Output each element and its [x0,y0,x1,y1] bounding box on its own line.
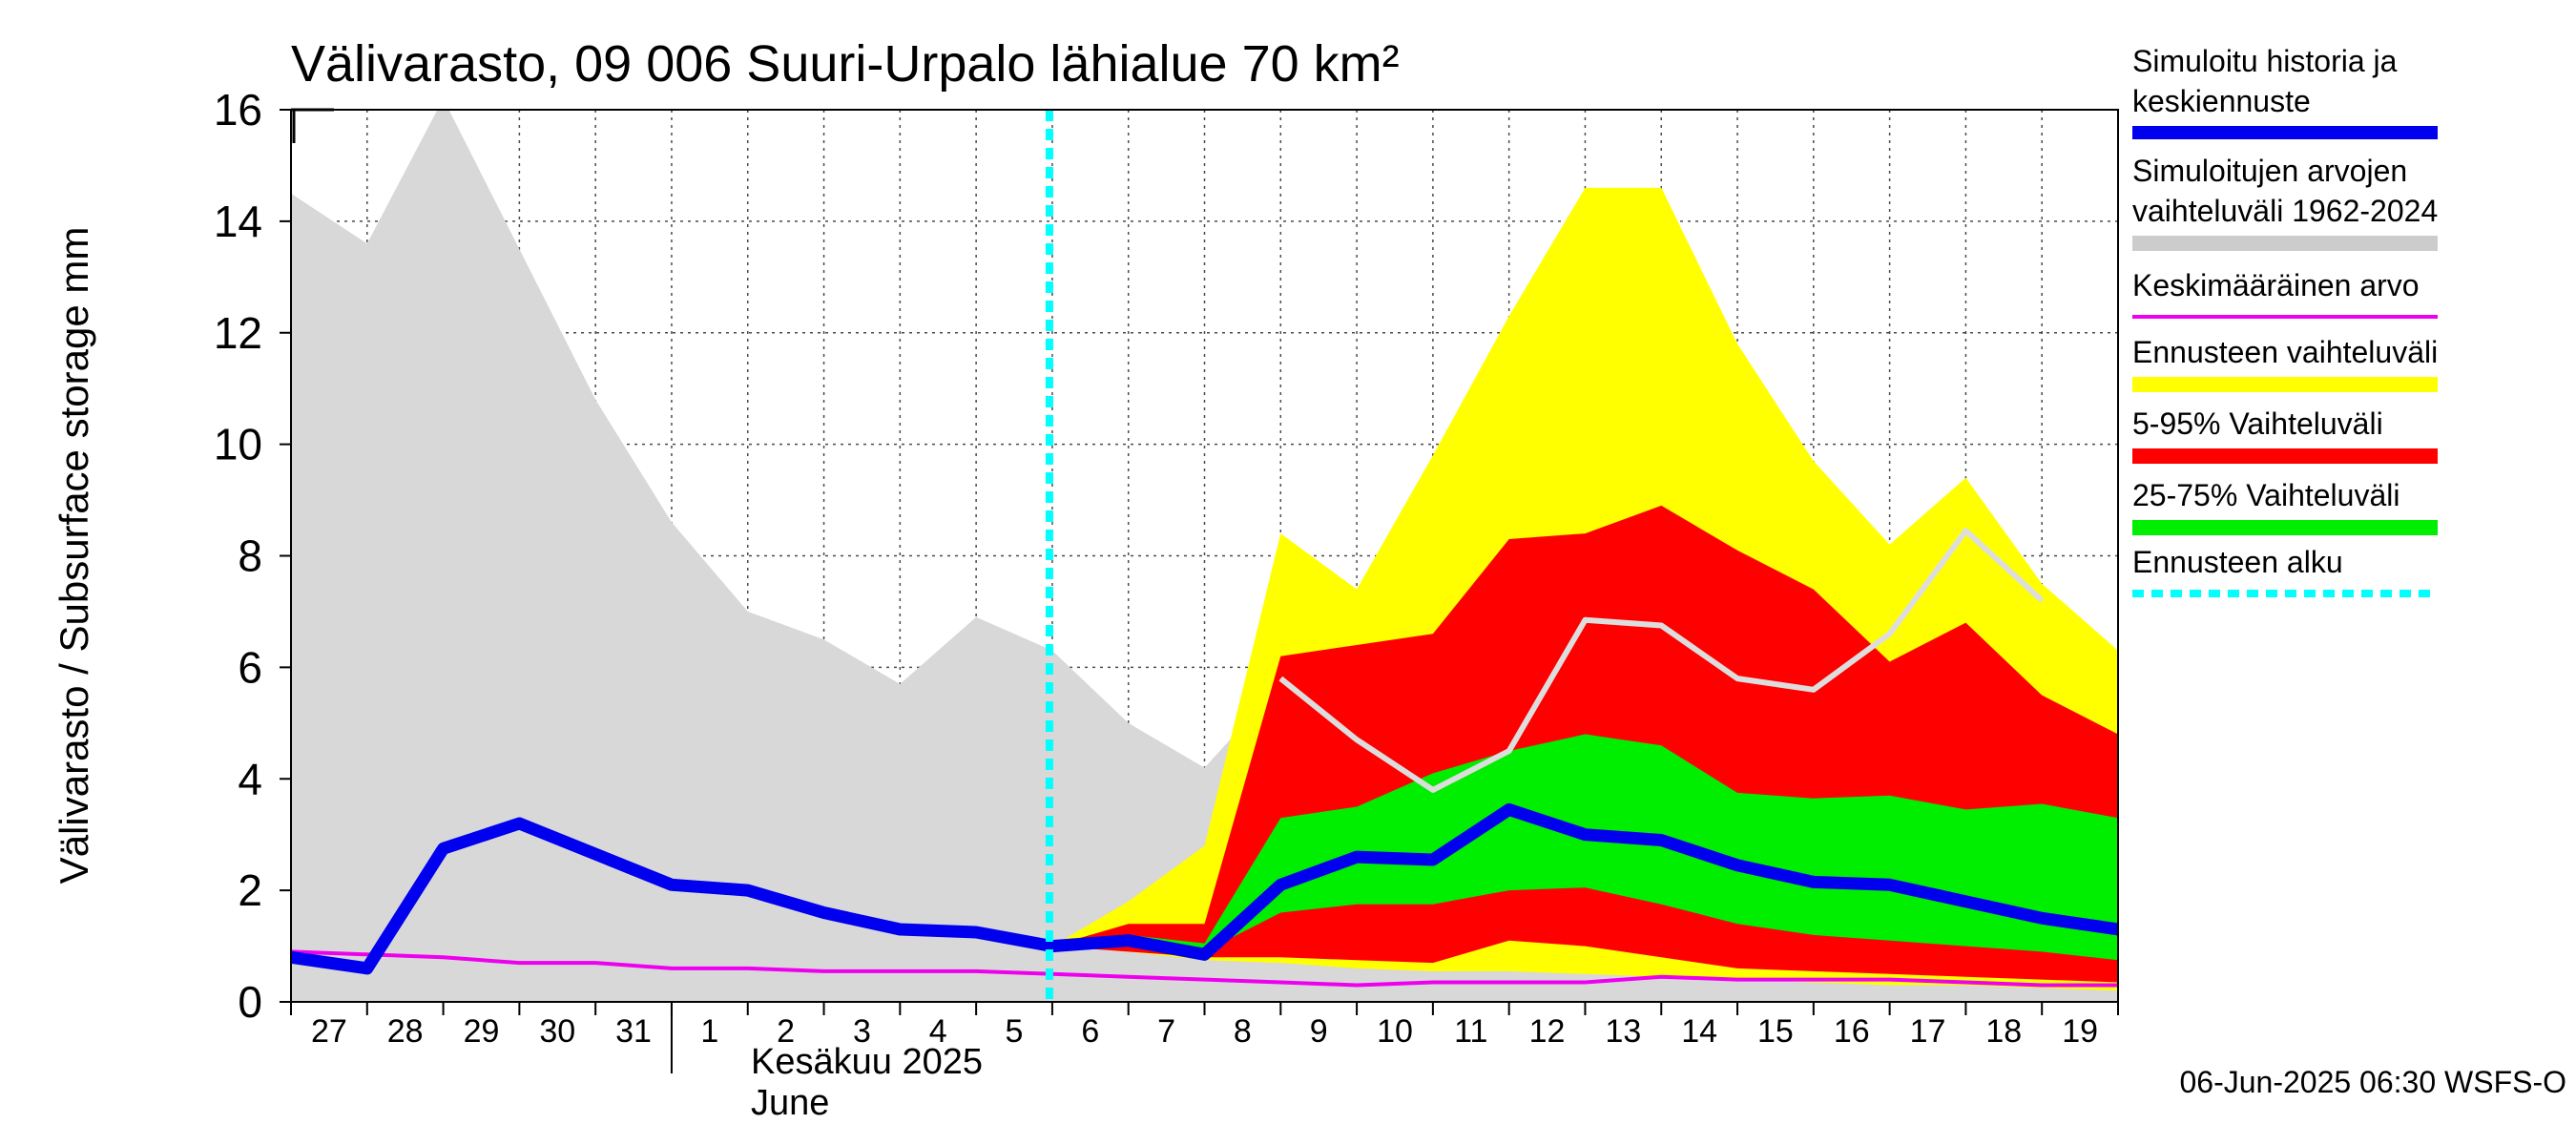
legend-swatch [2132,126,2438,139]
y-tick-label: 16 [214,85,262,135]
legend: Simuloitu historia ja keskiennuste Simuloi… [2132,44,2438,597]
series-lines [291,110,2118,1002]
x-tick-label: 17 [1910,1013,1946,1050]
x-tick-label: 18 [1985,1013,2022,1050]
y-tick-label: 0 [238,977,262,1027]
history-range-band [291,110,2118,1002]
x-tick-label: 27 [311,1013,347,1050]
legend-swatch [2132,448,2438,464]
x-tick-label: 13 [1605,1013,1641,1050]
legend-swatch [2132,236,2438,251]
x-tick-label: 3 [853,1013,871,1050]
y-axis-label: Välivarasto / Subsurface storage mm [52,227,96,885]
x-tick-label: 16 [1834,1013,1870,1050]
legend-swatch [2132,520,2438,535]
x-tick-label: 10 [1377,1013,1413,1050]
x-tick-label: 5 [1006,1013,1024,1050]
legend-label: Simuloitu historia ja [2132,44,2398,78]
x-tick-label: 8 [1234,1013,1252,1050]
x-tick-label: 28 [387,1013,424,1050]
legend-swatch [2132,377,2438,392]
x-tick-label: 29 [464,1013,500,1050]
legend-label: 5-95% Vaihteluväli [2132,406,2383,441]
y-tick-label: 4 [238,754,262,803]
series-line-median [291,802,2118,975]
x-tick-label: 12 [1529,1013,1566,1050]
legend-label: Simuloitujen arvojen [2132,154,2407,188]
legend-label: keskiennuste [2132,84,2311,118]
x-tick-label: 11 [1454,1013,1487,1050]
series-line-grey [1278,528,2045,793]
legend-label: Ennusteen vaihteluväli [2132,335,2438,369]
footer-timestamp: 06-Jun-2025 06:30 WSFS-O [2179,1065,2566,1099]
bands [291,110,2118,1002]
x-tick-label: 4 [929,1013,947,1050]
month-label-fi: Kesäkuu 2025 [751,1042,983,1082]
legend-label: Keskimääräinen arvo [2132,268,2420,302]
x-tick-label: 2 [777,1013,795,1050]
x-tick-label: 14 [1681,1013,1717,1050]
chart-title: Välivarasto, 09 006 Suuri-Urpalo lähialu… [291,35,1400,93]
x-tick-label: 7 [1157,1013,1175,1050]
y-tick-label: 12 [214,308,262,358]
x-tick-label: 9 [1310,1013,1328,1050]
legend-label: Ennusteen alku [2132,545,2343,579]
x-tick-label: 19 [2062,1013,2098,1050]
legend-label: 25-75% Vaihteluväli [2132,478,2399,512]
x-tick-label: 15 [1757,1013,1794,1050]
p25-75-band [1051,734,2118,961]
legend-swatch [2132,315,2438,319]
month-label-en: June [751,1083,829,1123]
x-ticks: 27 28 29 30 31 1 2 3 4 5 6 7 8 9 10 11 12 13 14 15 16 17 18 19 [290,1002,2119,1073]
y-tick-label: 8 [238,531,262,581]
y-tick-label: 10 [214,420,262,469]
series-line-mean [291,949,2118,988]
y-tick-label: 6 [238,642,262,692]
x-tick-label: 31 [615,1013,652,1050]
x-tick-label: 6 [1081,1013,1099,1050]
legend-label: vaihteluväli 1962-2024 [2132,194,2438,228]
y-ticks: 0 2 4 6 8 10 12 14 16 [214,85,291,1027]
y-tick-label: 14 [214,197,262,246]
y-tick-label: 2 [238,865,262,915]
x-tick-label: 30 [539,1013,575,1050]
x-tick-label: 1 [700,1013,718,1050]
